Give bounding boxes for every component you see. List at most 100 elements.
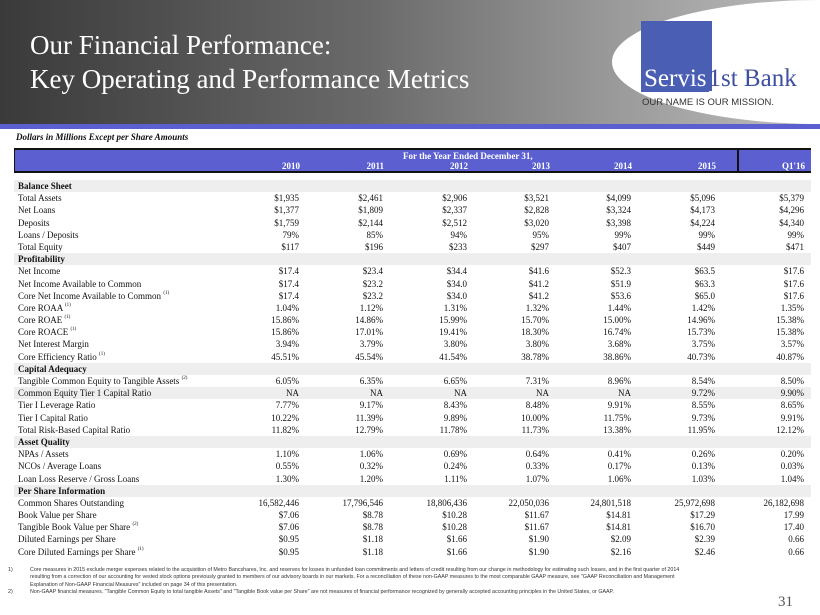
cell-value: $34.0: [446, 290, 467, 301]
footnote-ref: (2): [132, 522, 139, 528]
row-label: Tangible Common Equity to Tangible Asset…: [18, 376, 188, 386]
cell-value: 9.89%: [443, 412, 467, 423]
cell-value: $1.18: [362, 534, 383, 545]
section-header: Capital Adequacy: [14, 362, 811, 375]
cell-value: 18.30%: [521, 327, 549, 338]
table-header: For the Year Ended December 31, 2010 2011…: [14, 148, 811, 173]
cell-value: 16.74%: [603, 327, 631, 338]
cell-value: $17.6: [783, 266, 804, 277]
cell-value: $41.2: [528, 290, 549, 301]
cell-value: $2,144: [358, 217, 383, 228]
cell-value: 1.11%: [444, 473, 467, 484]
cell-value: $3,398: [606, 217, 631, 228]
table-row: NCOs / Average Loans 0.55% 0.32% 0.24% 0.33%…: [14, 460, 811, 472]
cell-value: 15.73%: [687, 327, 715, 338]
cell-value: $449: [697, 241, 715, 252]
row-label: Diluted Earnings per Share: [18, 534, 116, 545]
cell-value: NA: [536, 388, 549, 399]
cell-value: $34.4: [446, 266, 467, 277]
cell-value: $10.28: [442, 510, 467, 521]
table-row: Diluted Earnings per Share $0.95 $1.18 $1.6…: [14, 533, 811, 545]
footnote: 1) Core measures in 2015 exclude merger e…: [8, 567, 680, 588]
cell-value: $23.4: [362, 266, 383, 277]
cell-value: 9.72%: [691, 388, 715, 399]
cell-value: $23.2: [362, 278, 383, 289]
cell-value: $1.66: [446, 534, 467, 545]
cell-value: $4,099: [606, 193, 631, 204]
cell-value: NA: [370, 388, 383, 399]
cell-value: $1,377: [274, 205, 299, 216]
servisfirst-logo: Servis1st Bank OUR NAME IS OUR MISSION.: [641, 21, 811, 116]
footnote-ref: (1): [99, 351, 105, 357]
section-header: Asset Quality: [14, 435, 811, 449]
title-line-2: Key Operating and Performance Metrics: [30, 64, 470, 94]
cell-value: 0.41%: [607, 449, 631, 460]
row-label: Core Net Income Available to Common (1): [18, 290, 170, 301]
cell-value: 0.26%: [691, 449, 715, 460]
cell-value: $63.5: [694, 266, 715, 277]
cell-value: 7.31%: [525, 376, 549, 386]
cell-value: 1.03%: [691, 473, 715, 484]
cell-value: 45.54%: [355, 351, 383, 362]
cell-value: 0.66: [788, 546, 804, 557]
cell-value: 9.90%: [780, 388, 804, 399]
cell-value: 14.96%: [687, 315, 715, 326]
cell-value: 13.38%: [603, 424, 631, 435]
cell-value: $0.95: [278, 534, 299, 545]
row-label: Total Risk-Based Capital Ratio: [18, 424, 131, 435]
cell-value: 0.66: [788, 534, 804, 545]
row-label: Net Income: [18, 266, 61, 277]
cell-value: 11.39%: [355, 412, 383, 423]
column-header: 2011: [366, 161, 384, 171]
cell-value: $14.81: [606, 510, 631, 521]
cell-value: 3.80%: [525, 339, 549, 350]
footnote-ref: (1): [70, 327, 77, 333]
cell-value: 41.54%: [439, 351, 467, 362]
cell-value: $11.67: [524, 522, 549, 533]
cell-value: $1,759: [274, 217, 299, 228]
title-line-1: Our Financial Performance:: [30, 30, 332, 60]
cell-value: 7.77%: [275, 400, 299, 411]
section-title: Per Share Information: [18, 485, 106, 496]
table-row: Core Diluted Earnings per Share (1) $0.95…: [14, 546, 811, 558]
cell-value: 10.00%: [521, 412, 549, 423]
cell-value: $297: [531, 241, 549, 252]
cell-value: 40.73%: [687, 351, 715, 362]
cell-value: $17.4: [278, 266, 299, 277]
page-number: 31: [778, 594, 793, 610]
cell-value: $3,521: [524, 193, 549, 204]
cell-value: 3.75%: [691, 339, 715, 350]
cell-value: 0.55%: [275, 461, 299, 472]
cell-value: 3.79%: [359, 339, 383, 350]
footnote-ref: (1): [137, 546, 144, 552]
table-row: Tangible Book Value per Share (2) $7.06 $8…: [14, 521, 811, 533]
cell-value: 94%: [450, 229, 468, 240]
cell-value: 6.35%: [359, 376, 383, 386]
cell-value: $52.3: [610, 266, 631, 277]
cell-value: 6.05%: [275, 376, 299, 386]
footnote-ref: (1): [163, 290, 170, 296]
cell-value: $5,096: [690, 193, 715, 204]
footnote: 2) Non-GAAP financial measures. "Tangible…: [8, 588, 614, 595]
table-row: Net Income $17.4 $23.4 $34.4 $41.6 $52.3 $63.5…: [14, 265, 811, 277]
table-row: Tangible Common Equity to Tangible Asset…: [14, 375, 811, 387]
cell-value: 15.70%: [521, 315, 549, 326]
cell-value: $51.9: [610, 278, 631, 289]
cell-value: 3.57%: [780, 339, 804, 350]
cell-value: 12.12%: [776, 424, 804, 435]
cell-value: 1.42%: [691, 302, 715, 313]
cell-value: 8.43%: [443, 400, 467, 411]
cell-value: $5,379: [779, 193, 804, 204]
cell-value: $1.90: [528, 546, 549, 557]
column-header: 2015: [698, 161, 716, 171]
row-label: Net Loans: [18, 205, 56, 216]
cell-value: 79%: [282, 229, 300, 240]
row-label: Tier I Leverage Ratio: [18, 400, 96, 411]
table-row: Loan Loss Reserve / Gross Loans 1.30% 1.20…: [14, 473, 811, 485]
table-row: Book Value per Share $7.06 $8.78 $10.28 $11.…: [14, 509, 811, 521]
cell-value: 0.24%: [443, 461, 467, 472]
cell-value: $53.6: [610, 290, 631, 301]
cell-value: 1.12%: [359, 302, 383, 313]
cell-value: 17.99: [783, 510, 804, 521]
cell-value: $1.66: [446, 546, 467, 557]
